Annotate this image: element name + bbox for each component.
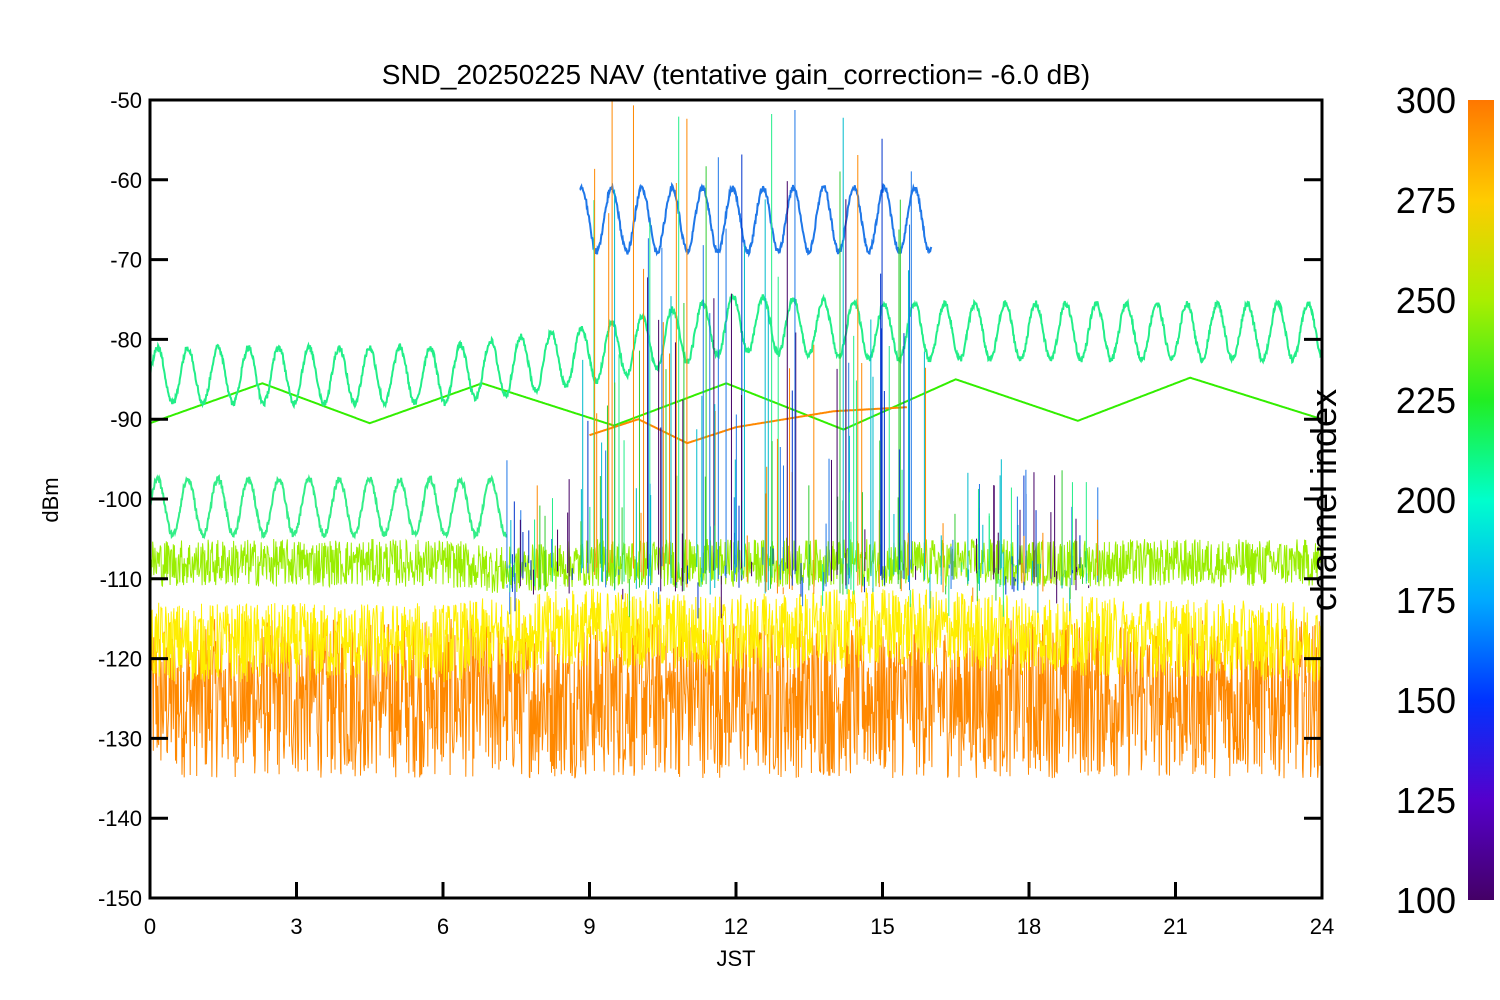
y-tick-label: -120 (98, 647, 142, 672)
y-tick-label: -100 (98, 487, 142, 512)
y-tick-label: -60 (110, 168, 142, 193)
x-tick-label: 15 (870, 914, 894, 939)
y-tick-label: -90 (110, 407, 142, 432)
colorbar-tick-label: 100 (1396, 880, 1456, 921)
y-tick-label: -130 (98, 726, 142, 751)
series-line-ch215 (150, 293, 1322, 410)
x-tick-label: 3 (290, 914, 302, 939)
x-axis-label: JST (716, 946, 755, 971)
colorbar-tick-label: 125 (1396, 780, 1456, 821)
plot-area (150, 100, 1322, 779)
colorbar-tick-label: 250 (1396, 280, 1456, 321)
y-tick-label: -50 (110, 88, 142, 113)
x-tick-label: 9 (583, 914, 595, 939)
colorbar-tick-label: 225 (1396, 380, 1456, 421)
colorbar-label: channel index (1303, 389, 1344, 611)
y-tick-label: -80 (110, 327, 142, 352)
series-line-ch240 (150, 376, 1322, 431)
x-axis: 0 3 6 9 12 15 18 21 24 (144, 882, 1334, 939)
colorbar-ticks: 300 275 250 225 200 175 150 125 100 (1396, 80, 1456, 921)
x-tick-label: 12 (724, 914, 748, 939)
x-tick-label: 24 (1310, 914, 1334, 939)
colorbar-tick-label: 175 (1396, 580, 1456, 621)
x-tick-label: 6 (437, 914, 449, 939)
x-tick-label: 21 (1163, 914, 1187, 939)
x-tick-label: 0 (144, 914, 156, 939)
series-line-ch285 (150, 618, 1322, 779)
colorbar-tick-label: 300 (1396, 80, 1456, 121)
series-line-ch270 (150, 587, 1322, 683)
x-tick-label: 18 (1017, 914, 1041, 939)
chart-title: SND_20250225 NAV (tentative gain_correct… (382, 59, 1090, 90)
y-axis-label: dBm (38, 477, 63, 522)
colorbar-tick-label: 200 (1396, 480, 1456, 521)
colorbar-tick-label: 150 (1396, 680, 1456, 721)
y-axis: -50 -60 -70 -80 -90 -100 -110 -120 -130 -140 -150 (98, 88, 1322, 911)
y-tick-label: -150 (98, 886, 142, 911)
colorbar-tick-label: 275 (1396, 180, 1456, 221)
series-line-ch290 (589, 406, 908, 445)
y-tick-label: -70 (110, 248, 142, 273)
series-line-ch150 (579, 181, 933, 258)
y-tick-label: -140 (98, 806, 142, 831)
series-line-ch210 (150, 473, 508, 540)
colorbar (1468, 100, 1494, 900)
y-tick-label: -110 (100, 567, 142, 592)
